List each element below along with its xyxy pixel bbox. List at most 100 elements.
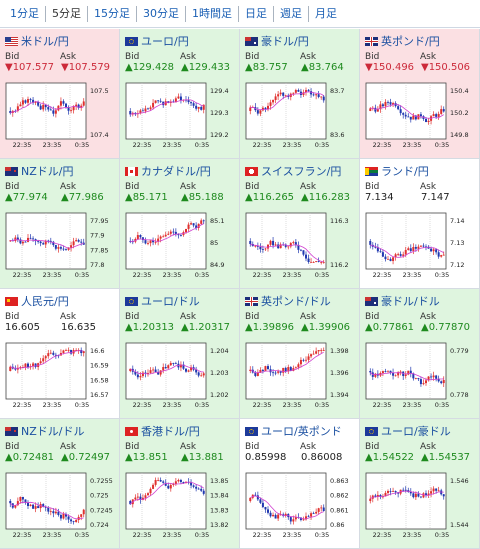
pair-name-link[interactable]: ユーロ/ドル [141,295,200,308]
bid-ask-labels: Bid Ask [5,182,115,192]
tab-2[interactable]: 15分足 [88,5,137,22]
ask-label: Ask [300,52,317,62]
chart-thumbnail[interactable]: 1.398 1.396 1.394 22:35 23:35 0:35 [244,341,356,411]
chart-thumbnail[interactable]: 16.6 16.59 16.58 16.57 22:35 23:35 0:35 [4,341,116,411]
candle-body [9,111,12,113]
y-tick-label: 16.59 [90,362,109,370]
rate-cell[interactable]: NZドル/ドル Bid Ask ▲0.72481 ▲0.72497 0.7255 0.725… [0,419,120,549]
candle-body [392,257,395,262]
rate-cell[interactable]: ユーロ/ドル Bid Ask ▲1.20313 ▲1.20317 1.204 1.203 1.… [120,289,240,419]
rate-cell[interactable]: スイスフラン/円 Bid Ask ▲116.265 ▲116.283 116.3 116.2… [240,159,360,289]
candle-body [404,114,407,117]
rate-cell[interactable]: 米ドル/円 Bid Ask ▼107.577 ▼107.579 107.5 107.4 22:… [0,29,120,159]
chart-thumbnail[interactable]: 0.779 0.778 22:35 23:35 0:35 [364,341,476,411]
candle-chart: 1.398 1.396 1.394 22:35 23:35 0:35 [245,342,349,409]
pair-name-link[interactable]: 人民元/円 [21,295,69,308]
chart-thumbnail[interactable]: 150.4 150.2 149.8 22:35 23:35 0:35 [364,81,476,151]
candle-body [305,90,307,93]
y-tick-label: 1.202 [210,391,229,399]
chart-thumbnail[interactable]: 1.546 1.544 22:35 23:35 0:35 [364,471,476,541]
rate-cell[interactable]: 豪ドル/円 Bid Ask ▲83.757 ▲83.764 83.7 83.6 22:35 23… [240,29,360,159]
rate-cell[interactable]: 香港ドル/円 Bid Ask ▲13.851 ▲13.881 13.85 13.84 13.8… [120,419,240,549]
candle-body [435,488,438,491]
chart-thumbnail[interactable]: 77.95 77.9 77.85 77.8 22:35 23:35 0:35 [4,211,116,281]
candle-body [317,350,320,352]
candle-body [381,371,384,373]
candle-body [139,376,142,378]
rate-cell[interactable]: ユーロ/英ポンド Bid Ask 0.85998 0.86008 0.863 0.862 0.… [240,419,360,549]
pair-name-link[interactable]: 豪ドル/円 [261,35,309,48]
pair-name-link[interactable]: ユーロ/豪ドル [381,425,451,438]
rate-cell[interactable]: ユーロ/円 Bid Ask ▲129.428 ▲129.433 129.4 129.3 129… [120,29,240,159]
candle-body [154,100,157,103]
candle-body [190,367,193,371]
candle-body [272,514,275,517]
pair-name-link[interactable]: ユーロ/円 [141,35,189,48]
chart-thumbnail[interactable]: 0.863 0.862 0.861 0.86 22:35 23:35 0:35 [244,471,356,541]
bid-label: Bid [125,442,140,452]
moving-average-line [130,481,204,505]
rate-cell[interactable]: 豪ドル/ドル Bid Ask ▲0.77861 ▲0.77870 0.779 0.778 22… [360,289,480,419]
candle-body [9,366,12,371]
candle-body [440,381,443,384]
candle-chart: 77.95 77.9 77.85 77.8 22:35 23:35 0:35 [5,212,109,279]
chart-thumbnail[interactable]: 1.204 1.203 1.202 22:35 23:35 0:35 [124,341,236,411]
pair-name-link[interactable]: 豪ドル/ドル [381,295,440,308]
us-flag-icon [5,36,18,46]
chart-thumbnail[interactable]: 0.7255 0.725 0.7245 0.724 22:35 23:35 0:35 [4,471,116,541]
candle-body [435,375,438,379]
rate-cell[interactable]: カナダドル/円 Bid Ask ▲85.171 ▲85.188 85.1 85 84.9 22:… [120,159,240,289]
pair-name-link[interactable]: 英ポンド/円 [381,35,440,48]
y-tick-label: 16.57 [90,391,109,399]
chart-thumbnail[interactable]: 116.3 116.2 22:35 23:35 0:35 [244,211,356,281]
pair-header: 米ドル/円 [5,34,69,48]
candle-body [284,95,287,97]
bid-ask-labels: Bid Ask [5,312,115,322]
tab-4[interactable]: 1時間足 [186,5,239,22]
chart-thumbnail[interactable]: 129.4 129.3 129.2 22:35 23:35 0:35 [124,81,236,151]
chart-thumbnail[interactable]: 85.1 85 84.9 22:35 23:35 0:35 [124,211,236,281]
candle-body [292,242,295,244]
pair-name-link[interactable]: カナダドル/円 [141,165,211,178]
candle-body [19,239,22,244]
candle-body [159,236,162,239]
bid-label: Bid [5,52,20,62]
candle-body [432,114,435,117]
candle-body [307,90,310,92]
chart-thumbnail[interactable]: 107.5 107.4 22:35 23:35 0:35 [4,81,116,151]
pair-name-link[interactable]: NZドル/ドル [21,425,85,438]
candle-body [387,491,389,493]
candle-body [317,261,320,262]
rate-cell[interactable]: 英ポンド/ドル Bid Ask ▲1.39896 ▲1.39906 1.398 1.396 1… [240,289,360,419]
tab-7[interactable]: 月足 [315,6,337,20]
chart-thumbnail[interactable]: 83.7 83.6 22:35 23:35 0:35 [244,81,356,151]
pair-name-link[interactable]: 香港ドル/円 [141,425,200,438]
tab-6[interactable]: 週足 [274,5,309,22]
tab-3[interactable]: 30分足 [137,5,186,22]
candle-body [397,372,400,376]
pair-name-link[interactable]: ユーロ/英ポンド [261,425,342,438]
rate-cell[interactable]: 英ポンド/円 Bid Ask ▼150.496 ▼150.506 150.4 150.2 14… [360,29,480,159]
rate-cell[interactable]: NZドル/円 Bid Ask ▲77.974 ▲77.986 77.95 77.9 77.85… [0,159,120,289]
pair-name-link[interactable]: 英ポンド/ドル [261,295,331,308]
y-tick-label: 77.9 [90,232,104,240]
candle-body [254,372,257,376]
tab-0[interactable]: 1分足 [4,5,46,22]
pair-name-link[interactable]: ランド/円 [381,165,429,178]
chart-thumbnail[interactable]: 13.85 13.84 13.83 13.82 22:35 23:35 0:35 [124,471,236,541]
y-tick-label: 1.546 [450,477,469,485]
candle-body [21,496,24,500]
candle-body [430,491,433,494]
rate-cell[interactable]: ユーロ/豪ドル Bid Ask ▲1.54522 ▲1.54537 1.546 1.544 2… [360,419,480,549]
chart-thumbnail[interactable]: 7.14 7.13 7.12 22:35 23:35 0:35 [364,211,476,281]
tab-1[interactable]: 5分足 [46,5,88,22]
candle-body [159,100,162,102]
pair-name-link[interactable]: NZドル/円 [21,165,74,178]
rate-cell[interactable]: ランド/円 Bid Ask 7.134 7.147 7.14 7.13 7.12 22:35 23… [360,159,480,289]
tab-5[interactable]: 日足 [239,5,274,22]
pair-name-link[interactable]: 米ドル/円 [21,35,69,48]
rate-cell[interactable]: 人民元/円 Bid Ask 16.605 16.635 16.6 16.59 16.58 16.… [0,289,120,419]
candle-body [47,353,50,357]
pair-name-link[interactable]: スイスフラン/円 [261,165,342,178]
x-tick-label: 23:35 [163,271,182,279]
